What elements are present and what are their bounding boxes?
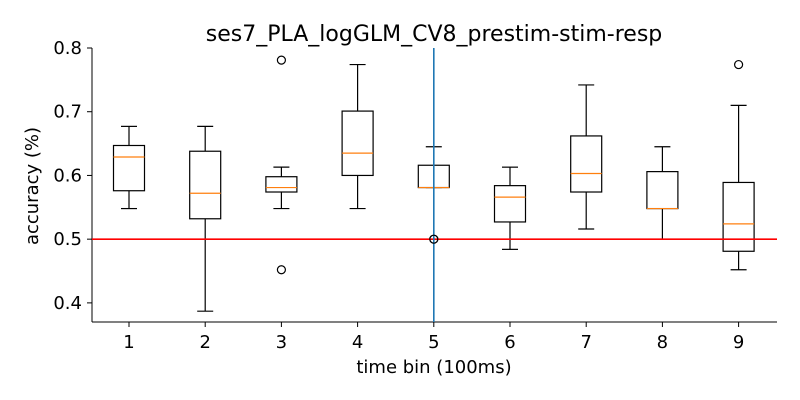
x-tick-label: 4 [352, 332, 363, 353]
x-axis-label: time bin (100ms) [356, 357, 511, 378]
box [189, 150, 222, 220]
x-tick-label: 9 [733, 332, 744, 353]
x-tick-label: 7 [580, 332, 591, 353]
x-tick-label: 3 [276, 332, 287, 353]
outlier-point [276, 55, 286, 65]
box [646, 171, 679, 210]
outlier-point [429, 234, 439, 244]
box [493, 185, 527, 223]
outlier-point [733, 59, 744, 70]
box [265, 176, 298, 193]
plot-area: 0.4 0.5 0.6 0.7 0.8 1 2 3 4 5 6 7 8 9 [53, 38, 777, 353]
box [722, 181, 755, 252]
box [112, 144, 146, 192]
x-tick-label: 2 [199, 332, 210, 353]
x-tick-label: 1 [123, 332, 134, 353]
outlier-point [276, 265, 286, 275]
box [341, 110, 374, 177]
y-tick-label: 0.8 [53, 38, 82, 59]
y-tick-label: 0.6 [53, 165, 82, 186]
x-tick-label: 6 [504, 332, 515, 353]
y-axis-label: accuracy (%) [22, 127, 43, 245]
y-tick-label: 0.4 [53, 293, 82, 314]
chart-title: ses7_PLA_logGLM_CV8_prestim-stim-resp [206, 22, 663, 47]
y-tick-label: 0.7 [53, 102, 82, 123]
box [570, 135, 603, 193]
x-tick-label: 8 [657, 332, 668, 353]
x-tick-label: 5 [428, 332, 439, 353]
y-tick-label: 0.5 [53, 229, 82, 250]
